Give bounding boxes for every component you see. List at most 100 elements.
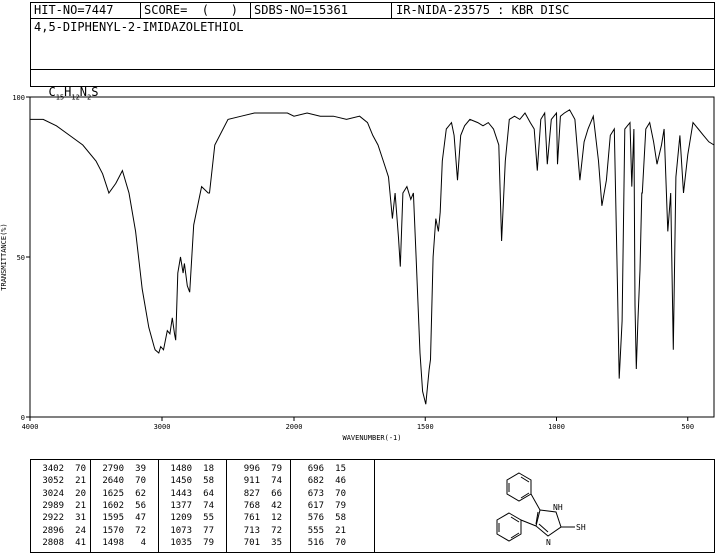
- peak-row: 1625 62: [96, 489, 146, 500]
- header-cell-divider-3: [391, 2, 392, 19]
- peak-wavenumber: 701: [243, 537, 260, 548]
- peak-transmittance: 79: [335, 500, 346, 511]
- peak-wavenumber: 3402: [42, 464, 64, 474]
- peak-wavenumber: 682: [307, 476, 324, 487]
- peak-row: 3402 70: [36, 464, 86, 475]
- hit-number: HIT-NO=7447: [34, 3, 114, 17]
- peak-wavenumber: 2989: [42, 500, 64, 511]
- peak-wavenumber: 617: [307, 500, 324, 511]
- peak-table-divider: [226, 459, 227, 553]
- peak-row: 761 12: [232, 513, 282, 524]
- peak-row: 1498 4: [96, 538, 146, 549]
- peak-transmittance: 18: [203, 464, 214, 474]
- peak-row: 768 42: [232, 501, 282, 512]
- peak-row: 516 70: [296, 538, 346, 549]
- y-tick-label: 50: [17, 254, 25, 262]
- ir-nida-number: IR-NIDA-23575 : KBR DISC: [396, 3, 570, 17]
- peak-transmittance: 70: [135, 476, 146, 487]
- peak-transmittance: 42: [271, 500, 282, 511]
- peak-row: 696 15: [296, 464, 346, 475]
- y-tick-label: 100: [12, 94, 25, 102]
- peak-wavenumber: 1377: [170, 500, 192, 511]
- peak-row: 555 21: [296, 526, 346, 537]
- peak-wavenumber: 516: [307, 537, 324, 548]
- peak-row: 1377 74: [164, 501, 214, 512]
- peak-row: 3052 21: [36, 476, 86, 487]
- peak-wavenumber: 1602: [102, 500, 124, 511]
- peak-wavenumber: 1443: [170, 488, 192, 499]
- x-axis-label: WAVENUMBER(-1): [342, 434, 401, 442]
- peak-wavenumber: 761: [243, 513, 260, 524]
- peak-wavenumber: 3052: [42, 476, 64, 487]
- peak-wavenumber: 996: [243, 464, 260, 474]
- peak-wavenumber: 3024: [42, 488, 64, 499]
- x-tick-label: 1500: [417, 423, 434, 431]
- peak-row: 2989 21: [36, 501, 86, 512]
- peak-transmittance: 70: [335, 537, 346, 548]
- peak-wavenumber: 696: [307, 464, 324, 474]
- peak-row: 673 70: [296, 489, 346, 500]
- peak-table-divider: [90, 459, 91, 553]
- peak-transmittance: 74: [203, 500, 214, 511]
- peak-transmittance: 79: [203, 537, 214, 548]
- peak-transmittance: 4: [140, 537, 146, 548]
- y-axis-label: TRANSMITTANCE(%): [0, 223, 8, 290]
- peak-row: 1480 18: [164, 464, 214, 475]
- peak-row: 701 35: [232, 538, 282, 549]
- score-field: SCORE= ( ): [144, 3, 238, 17]
- peak-row: 1073 77: [164, 526, 214, 537]
- peak-transmittance: 21: [75, 500, 86, 511]
- peak-transmittance: 66: [271, 488, 282, 499]
- peak-transmittance: 56: [135, 500, 146, 511]
- peak-row: 1595 47: [96, 513, 146, 524]
- formula-n: N: [79, 85, 88, 99]
- x-tick-label: 2000: [286, 423, 303, 431]
- peak-transmittance: 47: [135, 513, 146, 524]
- peak-wavenumber: 1570: [102, 525, 124, 536]
- peak-row: 713 72: [232, 526, 282, 537]
- peak-row: 1209 55: [164, 513, 214, 524]
- peak-wavenumber: 713: [243, 525, 260, 536]
- peak-transmittance: 77: [203, 525, 214, 536]
- peak-wavenumber: 1480: [170, 464, 192, 474]
- peak-transmittance: 24: [75, 525, 86, 536]
- peak-row: 2808 41: [36, 538, 86, 549]
- peak-transmittance: 20: [75, 488, 86, 499]
- structure-panel: [374, 459, 715, 553]
- peak-transmittance: 35: [271, 537, 282, 548]
- peak-transmittance: 72: [271, 525, 282, 536]
- y-axis-ticks: 100 50 0: [12, 94, 30, 422]
- peak-wavenumber: 768: [243, 500, 260, 511]
- peak-row: 2790 39: [96, 464, 146, 475]
- peak-wavenumber: 1498: [102, 537, 124, 548]
- peak-transmittance: 64: [203, 488, 214, 499]
- peak-table-divider: [158, 459, 159, 553]
- plot-frame: [29, 96, 715, 418]
- peak-transmittance: 70: [75, 464, 86, 474]
- peak-row: 911 74: [232, 476, 282, 487]
- peak-wavenumber: 911: [243, 476, 260, 487]
- peak-row: 1602 56: [96, 501, 146, 512]
- peak-wavenumber: 1450: [170, 476, 192, 487]
- peak-wavenumber: 1209: [170, 513, 192, 524]
- peak-transmittance: 21: [335, 525, 346, 536]
- peak-row: 1035 79: [164, 538, 214, 549]
- peak-transmittance: 72: [135, 525, 146, 536]
- sdbs-number: SDBS-NO=15361: [254, 3, 348, 17]
- formula-c: C: [48, 85, 56, 99]
- peak-row: 617 79: [296, 501, 346, 512]
- x-axis-ticks: 4000 3000 2000 1500 1000 500: [22, 417, 694, 431]
- peak-transmittance: 55: [203, 513, 214, 524]
- peak-wavenumber: 673: [307, 488, 324, 499]
- x-tick-label: 1000: [548, 423, 565, 431]
- peak-table-divider: [290, 459, 291, 553]
- peak-transmittance: 31: [75, 513, 86, 524]
- peak-row: 1450 58: [164, 476, 214, 487]
- x-tick-label: 4000: [22, 423, 39, 431]
- peak-row: 682 46: [296, 476, 346, 487]
- x-tick-label: 3000: [154, 423, 171, 431]
- peak-transmittance: 58: [203, 476, 214, 487]
- peak-row: 1570 72: [96, 526, 146, 537]
- peak-row: 3024 20: [36, 489, 86, 500]
